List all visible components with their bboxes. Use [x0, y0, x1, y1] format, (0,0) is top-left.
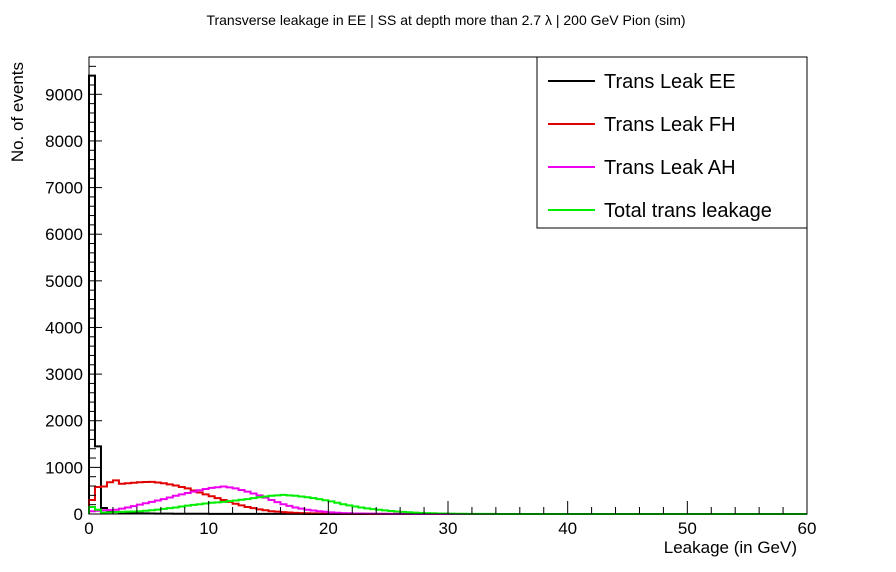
chart-title: Transverse leakage in EE | SS at depth m…	[206, 12, 685, 28]
axis-layer: 0 10 20 30 40 50 60 0 1000 2000 3000 4000 5000 6000 70…	[45, 56, 817, 538]
y-tick-label: 9000	[45, 85, 83, 104]
x-tick-label: 10	[199, 519, 218, 538]
legend-label-4: Total trans leakage	[604, 200, 772, 222]
x-tick-label: 20	[319, 519, 338, 538]
legend-box	[536, 56, 808, 229]
y-tick-label: 3000	[45, 365, 83, 384]
x-tick-label: 30	[439, 519, 458, 538]
y-tick-label: 1000	[45, 458, 83, 477]
x-tick-label: 0	[84, 519, 93, 538]
y-axis-title: No. of events	[8, 62, 27, 162]
x-axis-title: Leakage (in GeV)	[664, 538, 797, 557]
legend-label-2: Trans Leak FH	[604, 114, 736, 136]
y-tick-label: 2000	[45, 412, 83, 431]
legend: Trans Leak EE Trans Leak FH Trans Leak AH T…	[536, 56, 808, 229]
y-tick-label: 4000	[45, 318, 83, 337]
y-tick-label: 8000	[45, 132, 83, 151]
x-tick-label: 60	[798, 519, 817, 538]
legend-label-3: Trans Leak AH	[604, 157, 736, 179]
y-tick-label: 6000	[45, 225, 83, 244]
y-tick-label: 0	[74, 505, 83, 524]
legend-label-1: Trans Leak EE	[604, 71, 736, 93]
y-tick-label: 5000	[45, 272, 83, 291]
x-tick-label: 50	[678, 519, 697, 538]
x-tick-label: 40	[558, 519, 577, 538]
y-tick-label: 7000	[45, 179, 83, 198]
